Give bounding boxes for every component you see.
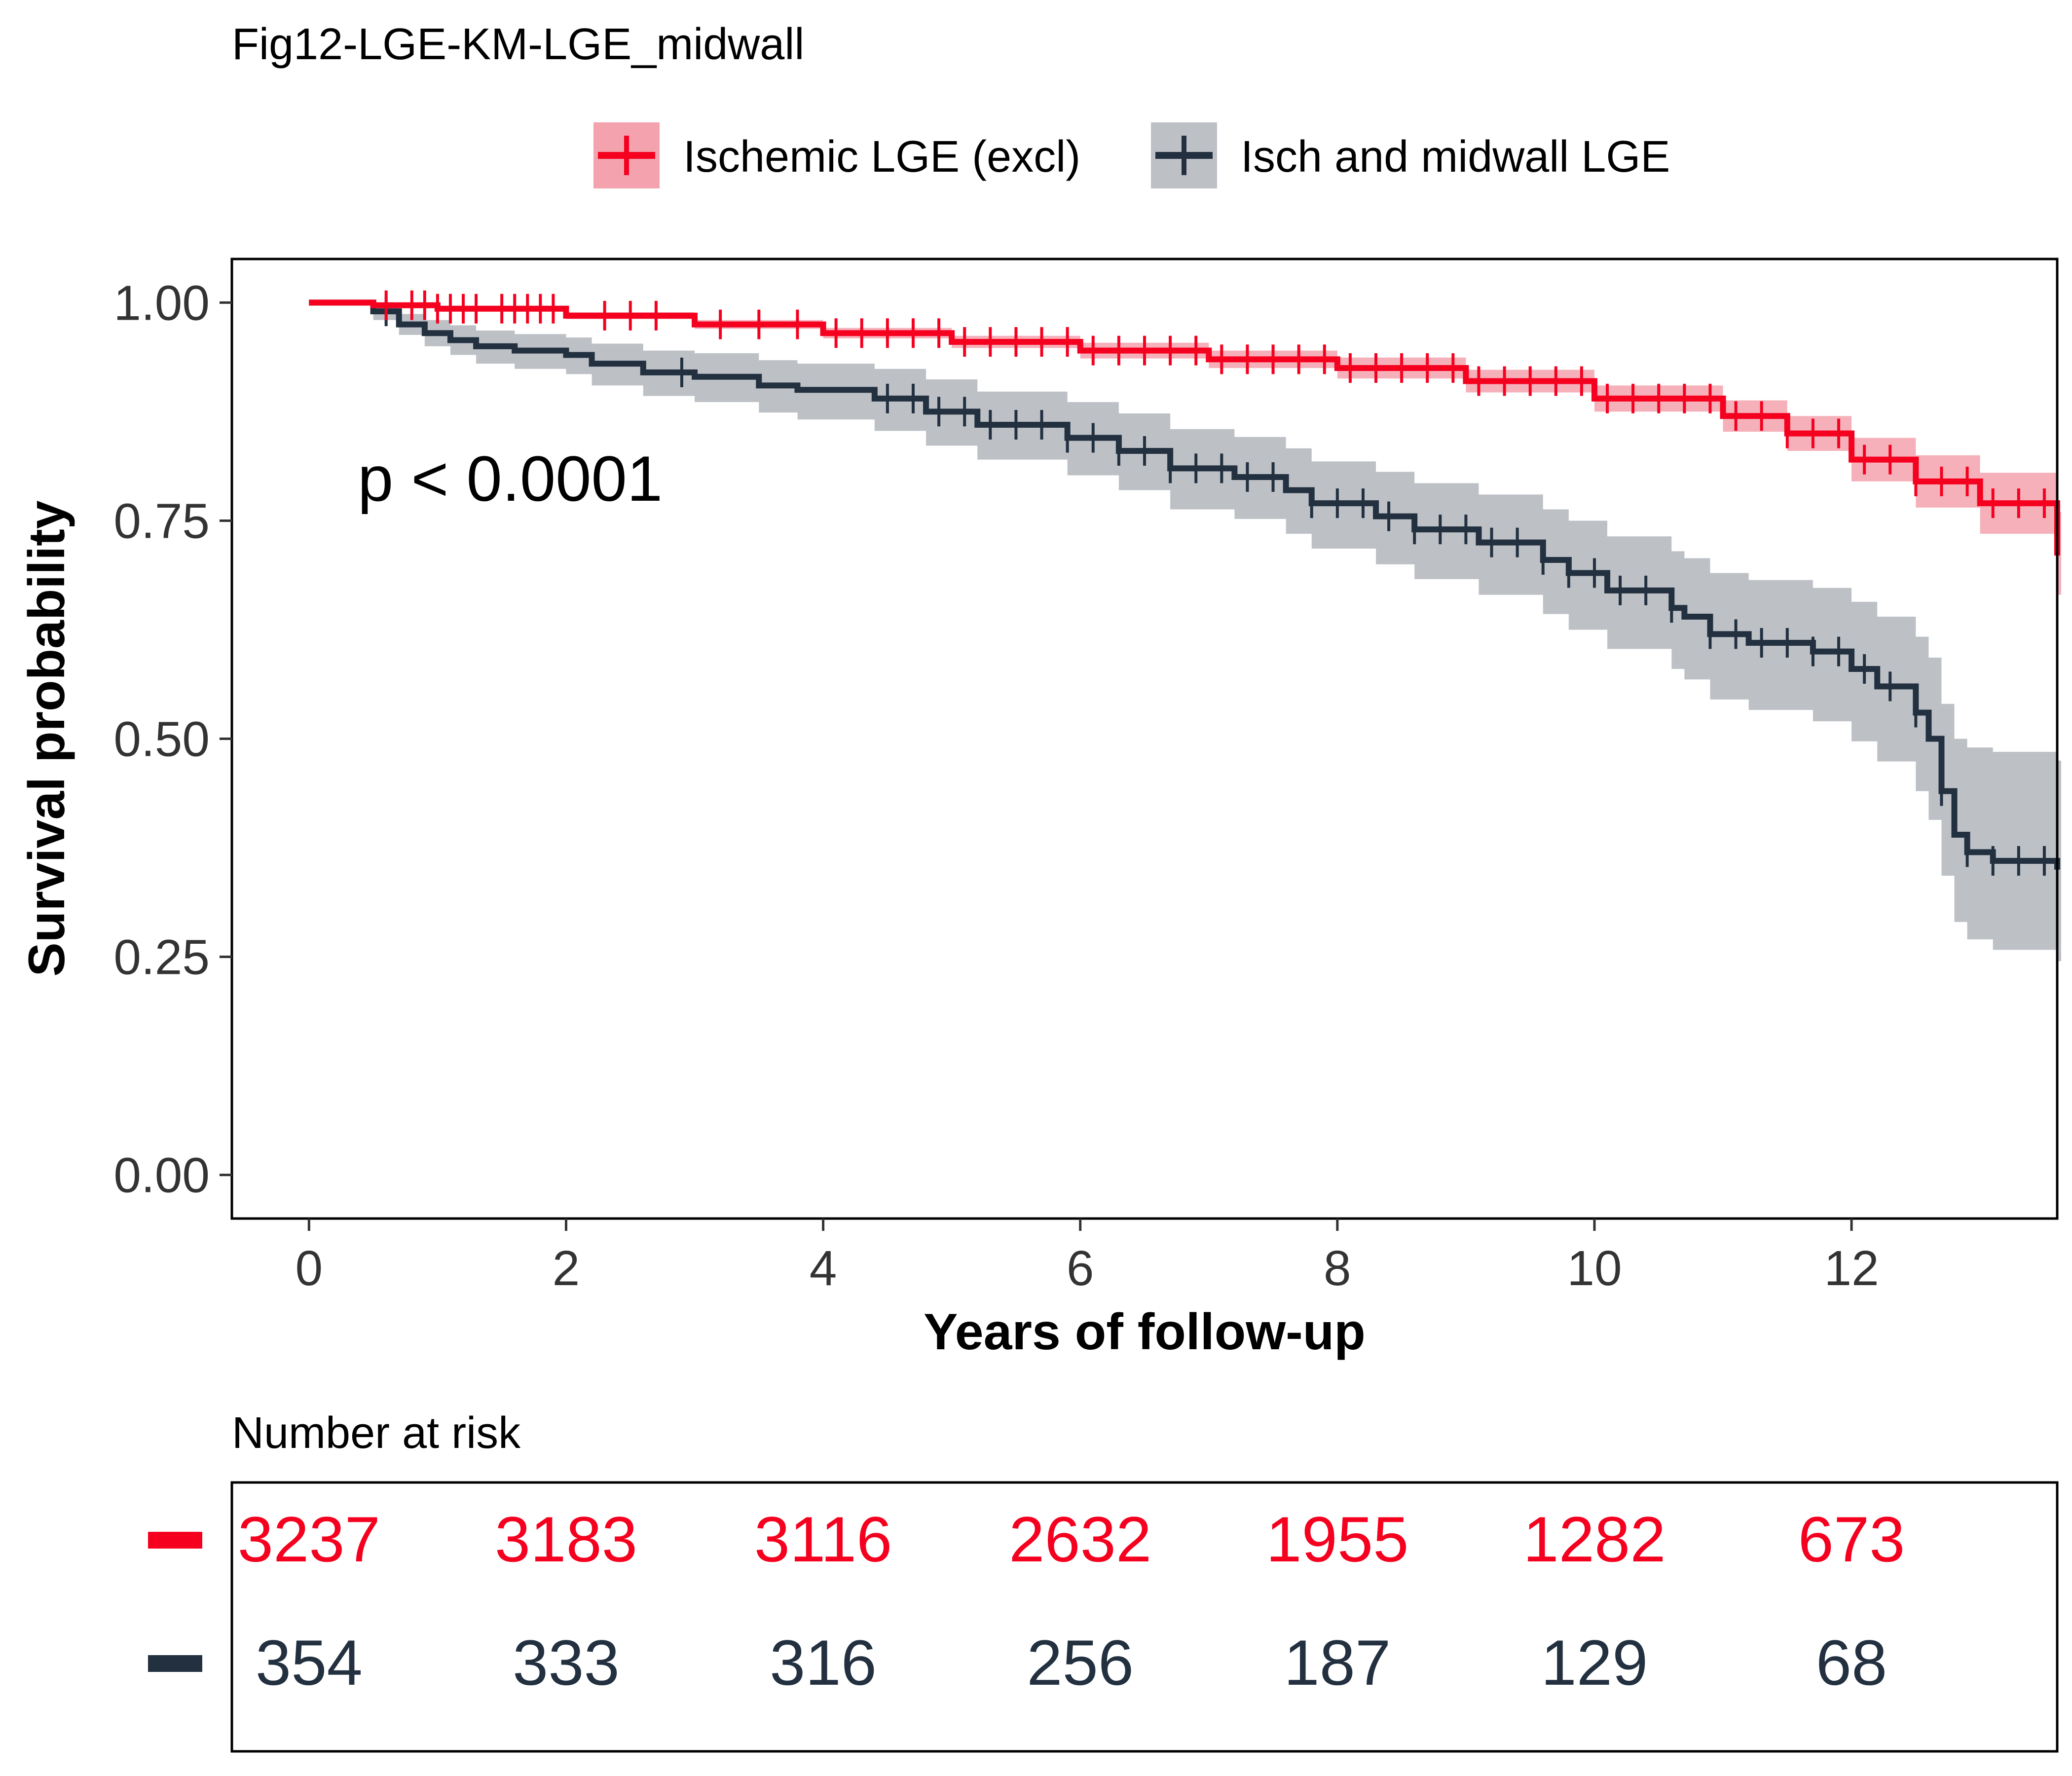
x-tick-label: 10 xyxy=(1567,1241,1622,1296)
x-tick-label: 6 xyxy=(1067,1241,1094,1296)
y-tick-label: 0.25 xyxy=(113,930,210,985)
x-tick-label: 2 xyxy=(553,1241,580,1296)
legend-label-ischemic: Ischemic LGE (excl) xyxy=(683,132,1080,182)
risk-count: 673 xyxy=(1798,1503,1905,1575)
y-tick-label: 0.00 xyxy=(113,1148,210,1203)
risk-count: 1282 xyxy=(1523,1503,1665,1575)
risk-table: 3237 3183 3116 2632 1955 1282 673 354 333 316 256 1… xyxy=(148,1503,1905,1699)
risk-count: 3183 xyxy=(495,1503,637,1575)
risk-table-title: Number at risk xyxy=(232,1408,521,1458)
ci-band-series-1 xyxy=(309,302,2062,962)
risk-count: 316 xyxy=(770,1627,877,1699)
risk-count: 129 xyxy=(1541,1627,1648,1699)
risk-row-color-key xyxy=(148,1655,202,1672)
y-tick-label: 1.00 xyxy=(113,275,210,331)
survival-line-series-0 xyxy=(309,299,2060,556)
legend-item-midwall: Isch and midwall LGE xyxy=(1148,119,1670,191)
p-value-annotation: p < 0.0001 xyxy=(358,443,663,515)
x-tick-label: 4 xyxy=(810,1241,837,1296)
y-tick-label: 0.75 xyxy=(113,493,210,549)
legend-item-ischemic: Ischemic LGE (excl) xyxy=(591,119,1080,191)
risk-count: 3237 xyxy=(238,1503,380,1575)
y-axis-title: Survival probability xyxy=(18,500,75,976)
risk-count: 3116 xyxy=(754,1503,892,1575)
risk-row-color-key xyxy=(148,1532,202,1549)
risk-count: 1955 xyxy=(1266,1503,1408,1575)
risk-count: 68 xyxy=(1816,1627,1887,1699)
risk-count: 354 xyxy=(256,1627,363,1699)
x-tick-label: 12 xyxy=(1824,1241,1879,1296)
y-tick-label: 0.50 xyxy=(113,712,210,767)
risk-count: 2632 xyxy=(1009,1503,1151,1575)
risk-table-border xyxy=(230,1481,2059,1753)
axes: 0 2 4 6 8 10 12 0.00 0.25 0.50 0.75 1.00 xyxy=(113,275,1879,1296)
risk-count: 333 xyxy=(513,1627,620,1699)
risk-count: 187 xyxy=(1284,1627,1391,1699)
x-axis-title: Years of follow-up xyxy=(924,1303,1366,1361)
legend-label-midwall: Isch and midwall LGE xyxy=(1241,132,1670,182)
x-tick-label: 0 xyxy=(296,1241,323,1296)
risk-count: 256 xyxy=(1027,1627,1134,1699)
legend: Ischemic LGE (excl) Isch and midwall LGE xyxy=(591,119,1670,191)
plot-area xyxy=(309,290,2062,962)
chart-title: Fig12-LGE-KM-LGE_midwall xyxy=(232,20,804,69)
x-tick-label: 8 xyxy=(1324,1241,1351,1296)
